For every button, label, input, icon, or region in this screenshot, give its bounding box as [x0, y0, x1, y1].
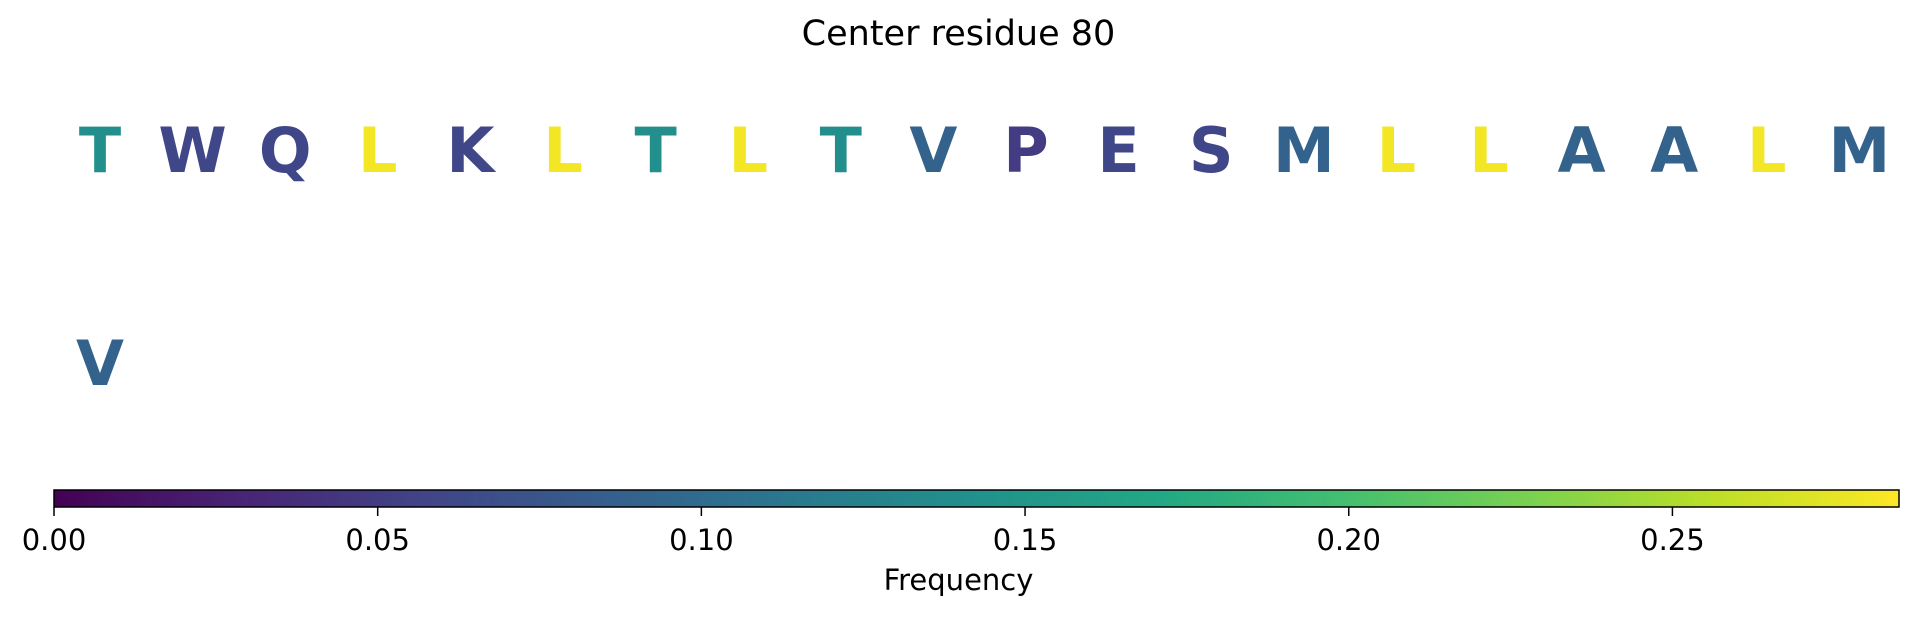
colorbar-tick-label: 0.15	[993, 523, 1058, 557]
colorbar-tick-label: 0.25	[1640, 523, 1705, 557]
colorbar-tick-label: 0.05	[345, 523, 410, 557]
colorbar-tick-label: 0.10	[669, 523, 734, 557]
residue-letter: T	[634, 114, 676, 187]
residue-letter: V	[76, 327, 124, 400]
residue-letter: V	[909, 114, 957, 187]
residue-letter: L	[358, 114, 398, 187]
residue-letter: K	[446, 114, 496, 187]
residue-letter: L	[1377, 114, 1417, 187]
residue-letter: A	[1558, 114, 1606, 187]
colorbar-tick-label: 0.00	[22, 523, 87, 557]
residue-letter: T	[820, 114, 862, 187]
residue-letter: T	[79, 114, 121, 187]
colorbar-label: Frequency	[883, 563, 1034, 597]
chart-title: Center residue 80	[801, 14, 1116, 54]
residue-letter: P	[1003, 114, 1048, 187]
residue-letter: L	[1469, 114, 1509, 187]
colorbar-tick-label: 0.20	[1316, 523, 1381, 557]
residue-letter: E	[1097, 114, 1139, 187]
residue-letter: W	[158, 114, 226, 187]
residue-letter: M	[1273, 114, 1335, 187]
residue-letter: L	[728, 114, 768, 187]
residue-letter: L	[1747, 114, 1787, 187]
residue-letter: L	[543, 114, 583, 187]
residue-letter: M	[1829, 114, 1891, 187]
residue-letter: A	[1650, 114, 1698, 187]
colorbar	[53, 489, 1900, 508]
residue-letter: Q	[259, 114, 312, 187]
residue-letter: S	[1189, 114, 1234, 187]
